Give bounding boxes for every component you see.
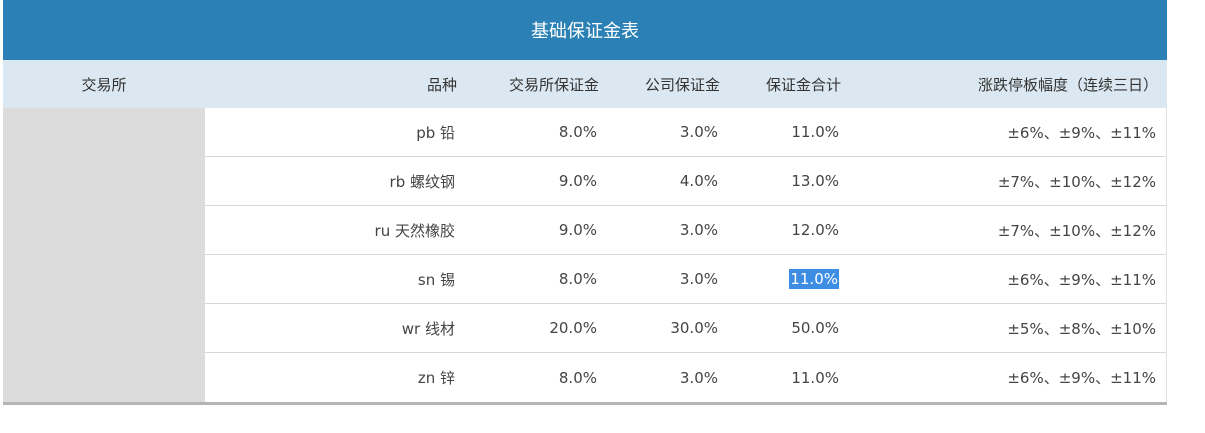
table-title-text: 基础保证金表 [531,21,639,42]
header-limit: 涨跌停板幅度（连续三日） [977,75,1158,94]
header-variety: 品种 [426,75,457,94]
variety-cell: wr 线材 [401,319,455,338]
table-row: ru 天然橡胶 9.0% 3.0% 12.0% ±7%、±10%、±12% [205,206,1166,255]
table-title: 基础保证金表 [3,0,1167,60]
variety-cell: ru 天然橡胶 [374,221,455,240]
variety-cell: zn 锌 [417,369,455,387]
exchange-cell [3,108,205,402]
company-margin-cell: 3.0% [679,368,718,387]
company-margin-cell: 4.0% [679,172,718,190]
table-row: rb 螺纹钢 9.0% 4.0% 13.0% ±7%、±10%、±12% [205,157,1166,206]
selected-text[interactable]: 11.0% [789,269,839,289]
exchange-margin-cell: 9.0% [558,172,597,190]
total-margin-cell: 12.0% [791,221,839,239]
company-margin-cell: 30.0% [670,319,718,337]
total-margin-cell: 11.0% [718,269,839,289]
table-row: pb 铅 8.0% 3.0% 11.0% ±6%、±9%、±11% [205,108,1166,157]
table-header: 交易所 品种 交易所保证金 公司保证金 保证金合计 涨跌停板幅度（连续三日） [3,60,1167,108]
table-row: zn 锌 8.0% 3.0% 11.0% ±6%、±9%、±11% [205,353,1166,402]
table-body: pb 铅 8.0% 3.0% 11.0% ±6%、±9%、±11% rb 螺纹钢… [3,108,1167,405]
variety-cell: rb 螺纹钢 [389,172,455,191]
exchange-margin-cell: 9.0% [558,221,597,239]
variety-cell: sn 锡 [417,270,455,289]
company-margin-cell: 3.0% [679,270,718,288]
header-exchange: 交易所 [81,75,127,94]
table-rows: pb 铅 8.0% 3.0% 11.0% ±6%、±9%、±11% rb 螺纹钢… [205,108,1167,402]
header-exchange-margin: 交易所保证金 [508,75,599,94]
total-margin-cell: 13.0% [791,172,839,190]
limit-cell: ±7%、±10%、±12% [997,221,1156,240]
header-company-margin: 公司保证金 [644,75,720,94]
table-row: wr 线材 20.0% 30.0% 50.0% ±5%、±8%、±10% [205,304,1166,353]
total-margin-cell: 11.0% [791,123,839,141]
header-total-margin: 保证金合计 [765,75,841,94]
exchange-margin-cell: 20.0% [549,319,597,337]
limit-cell: ±5%、±8%、±10% [1007,319,1156,338]
exchange-margin-cell: 8.0% [558,123,597,141]
total-margin-cell: 50.0% [791,319,839,337]
exchange-margin-cell: 8.0% [558,270,597,288]
total-margin-cell: 11.0% [791,368,839,387]
limit-cell: ±6%、±9%、±11% [1007,270,1156,289]
limit-cell: ±6%、±9%、±11% [1007,123,1156,142]
limit-cell: ±6%、±9%、±11% [1007,369,1156,387]
variety-cell: pb 铅 [416,123,455,142]
company-margin-cell: 3.0% [679,221,718,239]
exchange-margin-cell: 8.0% [558,368,597,387]
table-row: sn 锡 8.0% 3.0% 11.0% ±6%、±9%、±11% [205,255,1166,304]
margin-table: 基础保证金表 交易所 品种 交易所保证金 公司保证金 保证金合计 涨跌停板幅度（… [3,0,1167,405]
company-margin-cell: 3.0% [679,123,718,141]
limit-cell: ±7%、±10%、±12% [997,172,1156,191]
